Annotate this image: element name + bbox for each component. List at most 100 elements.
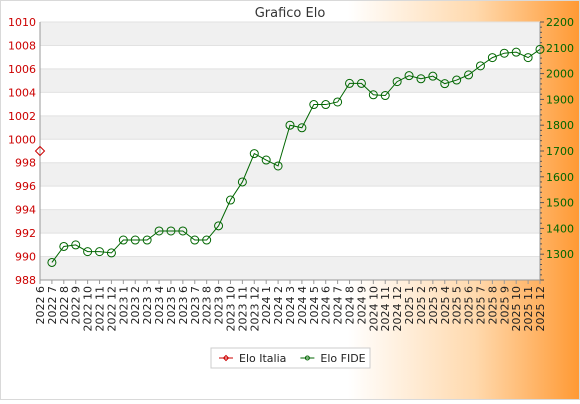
x-tick-label: 2025 3 <box>427 286 440 325</box>
left-tick-label: 988 <box>15 274 36 287</box>
x-tick-label: 2024 8 <box>344 286 357 325</box>
data-point <box>523 53 533 63</box>
data-point <box>261 155 271 165</box>
data-point <box>487 53 497 63</box>
data-point <box>392 77 402 87</box>
data-point <box>225 195 235 205</box>
data-point <box>59 241 69 251</box>
x-tick-label: 2024 12 <box>391 286 404 332</box>
data-point <box>249 149 259 159</box>
data-point <box>166 226 176 236</box>
x-tick-label: 2023 1 <box>117 286 130 325</box>
x-tick-label: 2022 9 <box>70 286 83 325</box>
x-tick-label: 2025 12 <box>534 286 547 332</box>
right-tick-label: 1800 <box>546 119 574 132</box>
right-tick-label: 1700 <box>546 145 574 158</box>
series-line <box>51 48 541 263</box>
left-tick-label: 1000 <box>8 133 36 146</box>
x-tick-label: 2024 10 <box>367 286 380 332</box>
x-tick-label: 2025 6 <box>463 286 476 325</box>
x-tick-label: 2024 7 <box>332 286 345 325</box>
right-tick-label: 2100 <box>546 42 574 55</box>
x-tick-label: 2024 5 <box>308 286 321 325</box>
grid-band <box>40 22 540 46</box>
data-point <box>416 74 426 84</box>
x-tick-label: 2023 10 <box>224 286 237 332</box>
data-point <box>118 235 128 245</box>
chart-title: Grafico Elo <box>255 6 326 21</box>
data-point <box>333 97 343 107</box>
x-tick-label: 2023 7 <box>189 286 202 325</box>
data-point <box>464 70 474 80</box>
x-tick-label: 2025 10 <box>510 286 523 332</box>
data-point <box>380 91 390 101</box>
data-point <box>130 235 140 245</box>
right-tick-label: 1500 <box>546 197 574 210</box>
x-tick-label: 2025 11 <box>522 286 535 332</box>
right-tick-label: 1400 <box>546 222 574 235</box>
x-tick-label: 2022 7 <box>46 286 59 325</box>
x-tick-label: 2024 1 <box>260 286 273 325</box>
x-tick-label: 2024 11 <box>379 286 392 332</box>
x-tick-label: 2024 2 <box>272 286 285 325</box>
x-tick-label: 2022 6 <box>34 286 47 325</box>
x-tick-label: 2023 8 <box>201 286 214 325</box>
x-tick-label: 2022 12 <box>105 286 118 332</box>
data-point <box>237 177 247 187</box>
x-tick-label: 2025 5 <box>451 286 464 325</box>
right-tick-label: 2000 <box>546 68 574 81</box>
data-point <box>214 221 224 231</box>
data-point <box>154 226 164 236</box>
data-point <box>404 71 414 81</box>
x-tick-label: 2023 9 <box>213 286 226 325</box>
grid-band <box>40 256 540 280</box>
data-point <box>475 61 485 71</box>
data-point <box>106 248 116 258</box>
data-point <box>345 78 355 88</box>
left-tick-label: 990 <box>15 251 36 264</box>
data-point <box>440 79 450 89</box>
legend-label: Elo FIDE <box>320 352 365 365</box>
data-point <box>499 48 509 58</box>
left-tick-label: 992 <box>15 227 36 240</box>
data-point <box>83 247 93 257</box>
left-tick-label: 1004 <box>8 86 36 99</box>
data-point <box>356 78 366 88</box>
x-tick-label: 2024 6 <box>320 286 333 325</box>
data-point <box>71 240 81 250</box>
grid-band <box>40 115 540 140</box>
left-tick-label: 994 <box>15 204 36 217</box>
data-point <box>34 145 46 157</box>
right-tick-label: 1300 <box>546 248 574 261</box>
x-tick-label: 2022 11 <box>94 286 107 332</box>
left-tick-label: 1008 <box>8 39 36 52</box>
legend-marker <box>304 355 310 361</box>
plot-area <box>40 22 540 280</box>
left-tick-label: 1010 <box>8 16 36 29</box>
data-point <box>273 161 283 171</box>
data-point <box>511 47 521 57</box>
data-point <box>297 123 307 133</box>
x-tick-label: 2023 5 <box>165 286 178 325</box>
grid-band <box>40 209 540 234</box>
right-tick-label: 1900 <box>546 93 574 106</box>
data-point <box>452 75 462 85</box>
data-point <box>321 100 331 110</box>
data-point <box>309 100 319 110</box>
data-point <box>190 235 200 245</box>
right-tick-label: 2200 <box>546 16 574 29</box>
x-tick-label: 2023 4 <box>153 286 166 325</box>
left-tick-label: 998 <box>15 157 36 170</box>
x-tick-label: 2025 2 <box>415 286 428 325</box>
data-point <box>285 120 295 130</box>
grid-band <box>40 68 540 93</box>
grid-band <box>40 162 540 187</box>
x-tick-label: 2025 9 <box>498 286 511 325</box>
x-tick-label: 2023 2 <box>129 286 142 325</box>
x-tick-label: 2022 10 <box>82 286 95 332</box>
left-tick-label: 1002 <box>8 110 36 123</box>
x-tick-label: 2025 1 <box>403 286 416 325</box>
x-tick-label: 2023 6 <box>177 286 190 325</box>
legend-marker <box>222 354 230 362</box>
